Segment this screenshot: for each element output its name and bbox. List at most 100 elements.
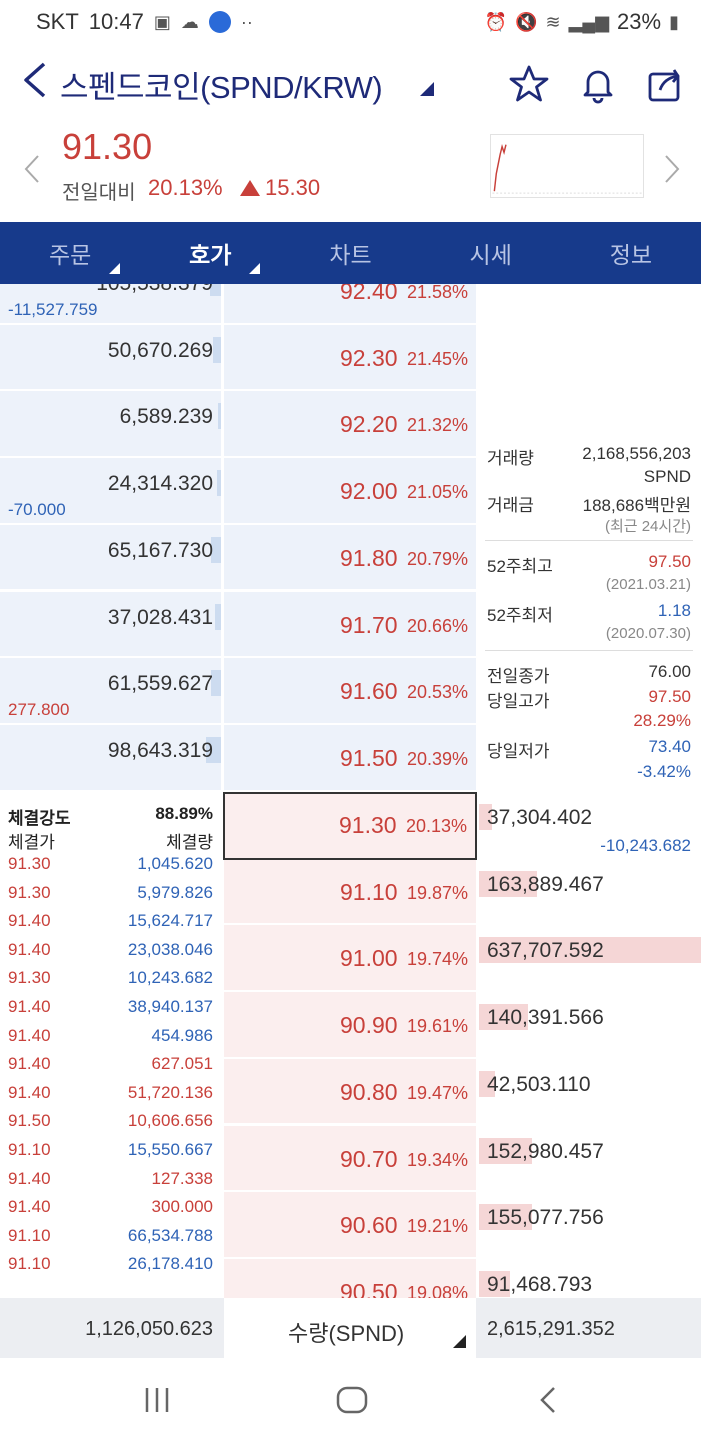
ask-price-level[interactable]: 91.80 20.79%: [224, 524, 476, 592]
bid-total: 2,615,291.352: [487, 1318, 615, 1340]
bid-qty-cell[interactable]: 140,391.566: [479, 992, 701, 1059]
bid-price-level[interactable]: 90.60 19.21%: [224, 1192, 476, 1259]
strength-value: 88.89%: [155, 804, 213, 823]
ask-qty-cell[interactable]: 50,670.269: [0, 324, 221, 392]
bid-qty-cell[interactable]: 91,468.793: [479, 1258, 701, 1298]
ask-qty-cell[interactable]: 98,643.319: [0, 724, 221, 792]
ask-qty: 98,643.319: [107, 738, 213, 762]
recent-apps-icon[interactable]: [137, 1380, 177, 1420]
signal-icon: ▂▄▆: [568, 11, 610, 32]
day-low-value: 73.40: [648, 737, 691, 756]
share-icon[interactable]: [646, 64, 686, 104]
bid-depth-bar: [479, 1004, 528, 1031]
status-bar: SKT 10:47 ▣ ☁ ·· ⏰ 🔇 ≋ ▂▄▆ 23% ▮: [0, 0, 701, 44]
chevron-left-icon[interactable]: [22, 154, 42, 184]
ask-price-level[interactable]: 91.50 20.39%: [224, 724, 476, 792]
ask-qty-cell[interactable]: 65,167.730: [0, 524, 221, 592]
trade-price: 91.50: [8, 1111, 51, 1131]
day-low-label: 당일저가: [487, 742, 550, 761]
system-nav-bar: [0, 1358, 701, 1440]
ask-qty-cell[interactable]: 24,314.320 -70.000: [0, 458, 221, 525]
bid-qty: 163,889.467: [487, 872, 604, 896]
bid-price-level[interactable]: 91.00 19.74%: [224, 925, 476, 993]
current-price-highlight: 91.30 20.13%: [223, 792, 477, 860]
bid-qty-cell[interactable]: 37,304.402 -10,243.682: [479, 792, 701, 859]
ask-depth-bar: [211, 536, 221, 563]
bid-qty-cell[interactable]: 152,980.457: [479, 1125, 701, 1193]
bid-depth-bar: [479, 1204, 533, 1231]
bid-change-pct: 19.34%: [407, 1149, 469, 1170]
image-icon: ▣: [153, 11, 171, 32]
ask-qty-cell[interactable]: 61,559.627 277.800: [0, 658, 221, 725]
bid-change-pct: 19.08%: [407, 1282, 469, 1298]
ask-price-level[interactable]: 91.60 20.53%: [224, 658, 476, 725]
ask-qty-cell[interactable]: 6,589.239: [0, 391, 221, 459]
amount-label: 거래금: [487, 496, 534, 515]
bid-qty: 42,503.110: [487, 1072, 591, 1096]
ask-price-level[interactable]: 91.70 20.66%: [224, 591, 476, 659]
ask-depth-bar: [206, 736, 221, 763]
back-arrow-icon[interactable]: [20, 60, 50, 100]
trade-qty: 51,720.136: [127, 1082, 213, 1102]
bid-qty-cell[interactable]: 637,707.592: [479, 925, 701, 993]
trade-price: 91.40: [8, 1054, 51, 1074]
bid-price-level[interactable]: 90.50 19.08%: [224, 1258, 476, 1298]
trade-qty: 300.000: [151, 1197, 213, 1217]
trade-price: 91.30: [8, 968, 51, 988]
tab-info[interactable]: 정보: [609, 242, 653, 268]
volume-value: 2,168,556,203: [582, 444, 691, 463]
ask-price: 92.30: [340, 344, 398, 371]
tab-chart[interactable]: 차트: [329, 242, 372, 268]
bid-qty-cell[interactable]: 163,889.467: [479, 858, 701, 926]
bid-qty-cell[interactable]: 42,503.110: [479, 1058, 701, 1126]
tab-market[interactable]: 시세: [469, 242, 512, 268]
ask-change-pct: 21.58%: [407, 284, 469, 302]
ask-price: 91.60: [340, 678, 398, 705]
bid-change-pct: 19.21%: [407, 1216, 469, 1237]
mini-price-chart[interactable]: [490, 134, 644, 198]
ask-price-level[interactable]: 92.00 21.05%: [224, 458, 476, 525]
title-dropdown-icon[interactable]: [420, 82, 434, 96]
bid-price-level[interactable]: 90.80 19.47%: [224, 1058, 476, 1126]
coin-title[interactable]: 스펜드코인(SPND/KRW): [60, 70, 383, 105]
bid-qty-cell[interactable]: 155,077.756: [479, 1192, 701, 1259]
back-icon[interactable]: [530, 1380, 570, 1420]
trade-row: 91.40 300.000: [8, 1197, 213, 1225]
bid-price-level[interactable]: 90.90 19.61%: [224, 992, 476, 1059]
chevron-right-icon[interactable]: [662, 154, 682, 184]
bid-change-pct: 19.47%: [407, 1082, 469, 1103]
orderbook: 거래량 2,168,556,203 SPND 거래금 188,686백만원 (최근 …: [0, 284, 701, 1298]
bid-price: 90.90: [340, 1012, 398, 1039]
tab-order[interactable]: 주문: [0, 222, 140, 284]
ask-price-level[interactable]: 92.30 21.45%: [224, 324, 476, 392]
trade-row: 91.50 10,606.656: [8, 1111, 213, 1139]
volume-unit: SPND: [643, 467, 691, 486]
ask-qty: 105,538.379: [96, 284, 213, 296]
alarm-icon: ⏰: [484, 11, 508, 32]
trade-qty: 23,038.046: [127, 939, 213, 959]
tab-orderbook[interactable]: 호가: [140, 222, 280, 284]
bid-qty: 37,304.402: [487, 806, 593, 829]
prev-close-label: 전일종가: [487, 667, 550, 686]
change-amount: 15.30: [265, 175, 321, 200]
ask-qty-cell[interactable]: 105,538.379 -11,527.759: [0, 284, 221, 325]
bid-price-level[interactable]: 90.70 19.34%: [224, 1125, 476, 1193]
ask-price-level[interactable]: 92.20 21.32%: [224, 391, 476, 459]
unit-selector[interactable]: 수량(SPND): [224, 1298, 476, 1358]
bell-icon[interactable]: [578, 64, 618, 104]
bid-depth-bar: [479, 804, 493, 830]
star-icon[interactable]: [509, 64, 549, 104]
trade-row: 91.30 1,045.620: [8, 854, 213, 882]
day-low-pct: -3.42%: [637, 762, 691, 781]
home-icon[interactable]: [332, 1380, 372, 1420]
ask-qty-cell[interactable]: 37,028.431: [0, 591, 221, 659]
market-info-panel: 거래량 2,168,556,203 SPND 거래금 188,686백만원 (최근 …: [479, 284, 701, 792]
ask-change-pct: 21.05%: [407, 482, 469, 503]
trade-price: 91.40: [8, 1168, 51, 1188]
highlight-pct: 20.13%: [406, 816, 468, 836]
bid-price-level[interactable]: 91.10 19.87%: [224, 858, 476, 926]
ask-price-level[interactable]: 92.40 21.58%: [224, 284, 476, 325]
bid-depth-bar: [479, 1137, 533, 1164]
ask-depth-bar: [217, 470, 221, 497]
carrier: SKT: [36, 9, 79, 34]
